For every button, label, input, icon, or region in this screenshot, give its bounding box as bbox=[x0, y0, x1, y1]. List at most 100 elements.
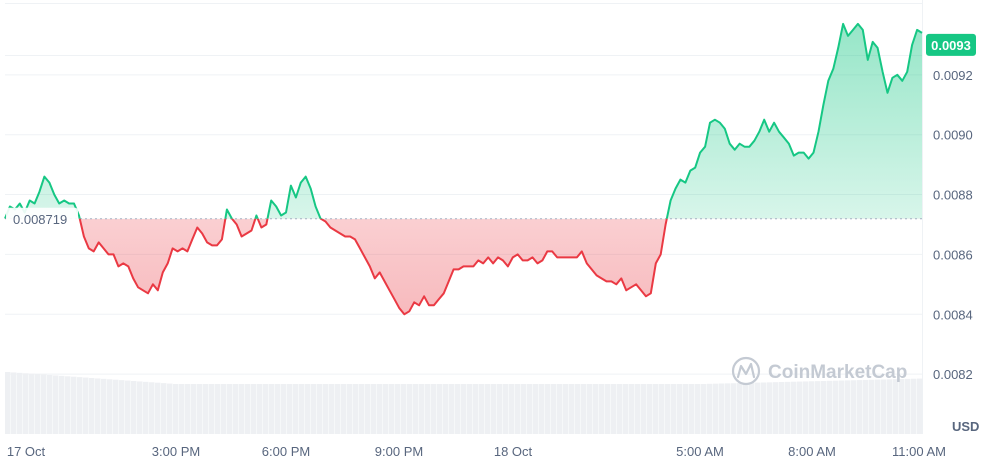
x-tick-label: 8:00 AM bbox=[788, 444, 836, 459]
volume-bar bbox=[545, 384, 551, 434]
volume-bar bbox=[521, 384, 527, 434]
current-price-label: 0.0093 bbox=[931, 38, 971, 53]
volume-bar bbox=[329, 384, 335, 434]
y-tick-label: 0.0084 bbox=[933, 307, 973, 322]
volume-bar bbox=[731, 383, 737, 434]
volume-bar bbox=[161, 383, 167, 434]
volume-bar bbox=[5, 372, 11, 434]
volume-bar bbox=[659, 384, 665, 434]
volume-bar bbox=[197, 384, 203, 434]
baseline-label: 0.008719 bbox=[6, 207, 78, 228]
volume-bar bbox=[245, 384, 251, 434]
volume-bar bbox=[137, 381, 143, 434]
volume-bar bbox=[413, 384, 419, 434]
volume-bar bbox=[623, 384, 629, 434]
volume-bar bbox=[497, 384, 503, 434]
volume-bar bbox=[593, 384, 599, 434]
volume-bar bbox=[311, 384, 317, 434]
volume-bar bbox=[473, 384, 479, 434]
volume-bar bbox=[707, 383, 713, 434]
volume-bar bbox=[215, 384, 221, 434]
volume-bar bbox=[335, 384, 341, 434]
volume-bar bbox=[191, 384, 197, 434]
volume-bar bbox=[389, 384, 395, 434]
volume-bar bbox=[671, 384, 677, 434]
y-tick-label: 0.0082 bbox=[933, 367, 973, 382]
area-below-baseline bbox=[5, 218, 922, 315]
volume-bar bbox=[395, 384, 401, 434]
volume-bar bbox=[59, 375, 65, 434]
volume-bar bbox=[437, 384, 443, 434]
volume-bar bbox=[851, 380, 857, 434]
volume-bar bbox=[281, 384, 287, 434]
volume-bar bbox=[323, 384, 329, 434]
volume-bar bbox=[749, 382, 755, 434]
currency-label: USD bbox=[952, 419, 979, 434]
volume-bar bbox=[587, 384, 593, 434]
volume-bar bbox=[287, 384, 293, 434]
volume-bar bbox=[299, 384, 305, 434]
volume-bars bbox=[5, 372, 923, 434]
volume-bar bbox=[677, 384, 683, 434]
volume-bar bbox=[689, 384, 695, 434]
y-tick-label: 0.0090 bbox=[933, 128, 973, 143]
volume-bar bbox=[755, 382, 761, 434]
y-axis: 0.0082 0.0084 0.0086 0.0088 0.0090 0.0092 bbox=[933, 68, 973, 382]
volume-bar bbox=[797, 381, 803, 434]
volume-bar bbox=[527, 384, 533, 434]
volume-bar bbox=[269, 384, 275, 434]
volume-bar bbox=[209, 384, 215, 434]
volume-bar bbox=[317, 384, 323, 434]
volume-bar bbox=[653, 384, 659, 434]
volume-bar bbox=[341, 384, 347, 434]
volume-bar bbox=[467, 384, 473, 434]
volume-bar bbox=[635, 384, 641, 434]
volume-bar bbox=[419, 384, 425, 434]
volume-bar bbox=[275, 384, 281, 434]
volume-bar bbox=[359, 384, 365, 434]
volume-bar bbox=[179, 384, 185, 434]
volume-bar bbox=[857, 380, 863, 434]
volume-bar bbox=[713, 383, 719, 434]
volume-bar bbox=[143, 381, 149, 434]
volume-bar bbox=[815, 381, 821, 434]
x-tick-label: 9:00 PM bbox=[375, 444, 423, 459]
volume-bar bbox=[647, 384, 653, 434]
volume-bar bbox=[233, 384, 239, 434]
y-tick-label: 0.0092 bbox=[933, 68, 973, 83]
volume-bar bbox=[863, 379, 869, 434]
volume-bar bbox=[701, 383, 707, 434]
x-tick-label: 18 Oct bbox=[494, 444, 533, 459]
x-tick-label: 6:00 PM bbox=[262, 444, 310, 459]
volume-bar bbox=[809, 381, 815, 434]
volume-bar bbox=[113, 379, 119, 434]
volume-bar bbox=[869, 379, 875, 434]
volume-bar bbox=[479, 384, 485, 434]
volume-bar bbox=[257, 384, 263, 434]
volume-bar bbox=[347, 384, 353, 434]
volume-bar bbox=[563, 384, 569, 434]
volume-bar bbox=[629, 384, 635, 434]
volume-bar bbox=[383, 384, 389, 434]
volume-bar bbox=[131, 381, 137, 434]
watermark: CoinMarketCap bbox=[731, 356, 907, 386]
volume-bar bbox=[911, 378, 917, 434]
volume-bar bbox=[761, 382, 767, 434]
volume-bar bbox=[611, 384, 617, 434]
volume-bar bbox=[569, 384, 575, 434]
volume-bar bbox=[293, 384, 299, 434]
volume-bar bbox=[599, 384, 605, 434]
volume-bar bbox=[41, 374, 47, 434]
volume-bar bbox=[443, 384, 449, 434]
volume-bar bbox=[107, 379, 113, 434]
volume-bar bbox=[785, 381, 791, 434]
volume-bar bbox=[227, 384, 233, 434]
volume-bar bbox=[833, 380, 839, 434]
volume-bar bbox=[371, 384, 377, 434]
volume-bar bbox=[485, 384, 491, 434]
volume-bar bbox=[95, 378, 101, 434]
volume-bar bbox=[89, 378, 95, 434]
volume-bar bbox=[29, 373, 35, 434]
volume-bar bbox=[881, 379, 887, 434]
